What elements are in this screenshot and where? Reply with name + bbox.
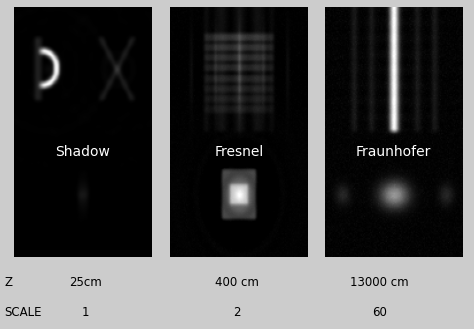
Text: Shadow: Shadow bbox=[55, 145, 110, 159]
Text: 60: 60 bbox=[372, 306, 387, 319]
Text: 1: 1 bbox=[82, 306, 89, 319]
Text: 13000 cm: 13000 cm bbox=[350, 276, 409, 290]
Text: Fraunhofer: Fraunhofer bbox=[356, 145, 431, 159]
Text: Fresnel: Fresnel bbox=[215, 145, 264, 159]
Text: 25cm: 25cm bbox=[69, 276, 102, 290]
Text: Z: Z bbox=[5, 276, 13, 290]
Text: SCALE: SCALE bbox=[5, 306, 42, 319]
Text: 2: 2 bbox=[233, 306, 241, 319]
Text: 400 cm: 400 cm bbox=[215, 276, 259, 290]
